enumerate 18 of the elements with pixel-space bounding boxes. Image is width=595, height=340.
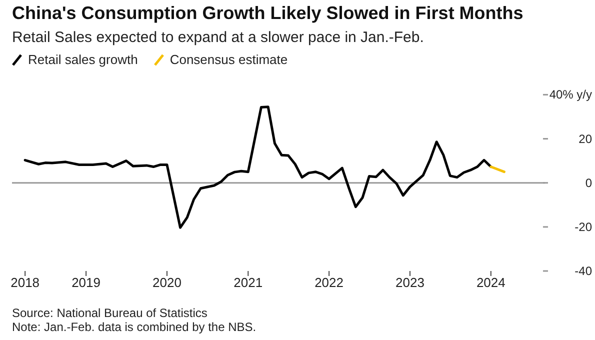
x-tick-label: 2019 xyxy=(72,275,101,290)
chart-title: China's Consumption Growth Likely Slowed in First Months xyxy=(12,3,524,23)
x-tick-label: 2024 xyxy=(476,275,506,290)
x-tick-label: 2023 xyxy=(396,275,424,290)
y-tick-label: -40 xyxy=(574,264,592,278)
legend-label: Consensus estimate xyxy=(170,52,288,67)
y-tick-label: 40% y/y xyxy=(549,88,592,102)
legend-label: Retail sales growth xyxy=(28,52,138,67)
x-tick-label: 2022 xyxy=(314,275,344,290)
y-tick-label: 0 xyxy=(585,176,592,190)
chart-subtitle: Retail Sales expected to expand at a slower pace in Jan.-Feb. xyxy=(12,29,424,46)
x-tick-label: 2021 xyxy=(234,275,263,290)
text: Note: Jan.-Feb. data is combined by the NBS. xyxy=(12,320,256,334)
y-tick-label: 20 xyxy=(578,132,592,146)
x-tick-label: 2020 xyxy=(152,275,182,290)
x-tick-label: 2018 xyxy=(10,275,40,290)
y-tick-label: -20 xyxy=(574,220,592,234)
source-note: Source: National Bureau of Statistics xyxy=(12,306,208,320)
